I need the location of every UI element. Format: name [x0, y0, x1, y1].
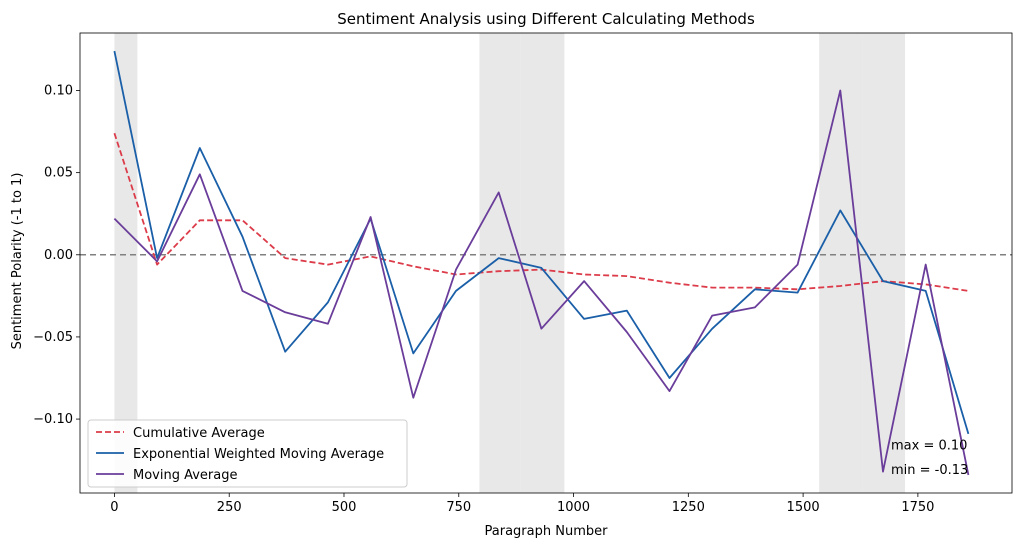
y-tick-label: 0.05 [44, 166, 73, 181]
series-line-2 [113, 89, 970, 476]
shaded-region-2 [520, 33, 565, 493]
x-tick-label: 1250 [672, 500, 705, 515]
chart-title: Sentiment Analysis using Different Calcu… [337, 10, 755, 28]
shaded-region-4 [862, 33, 906, 493]
y-axis-ticks: −0.10 −0.05 0.00 0.05 0.10 [33, 84, 80, 427]
shaded-region-1 [479, 33, 521, 493]
x-axis-ticks: 0 250 500 750 1000 1250 1500 1750 [110, 493, 934, 515]
y-tick-label: 0.10 [44, 84, 73, 99]
y-tick-label: −0.10 [33, 412, 73, 427]
y-tick-label: 0.00 [44, 248, 73, 263]
x-tick-label: 0 [110, 500, 118, 515]
shaded-regions [114, 33, 906, 493]
legend-label-2: Moving Average [133, 468, 237, 483]
annotations: max = 0.10 min = -0.13 [891, 438, 968, 478]
legend-label-0: Cumulative Average [133, 426, 265, 441]
x-tick-label: 500 [332, 500, 357, 515]
x-tick-label: 250 [217, 500, 242, 515]
legend-label-1: Exponential Weighted Moving Average [133, 447, 384, 462]
x-tick-label: 1500 [787, 500, 820, 515]
shaded-region-0 [114, 33, 138, 493]
series-line-1 [113, 50, 970, 435]
legend-box [87, 419, 408, 488]
x-axis-label: Paragraph Number [485, 524, 609, 539]
annotation-1: min = -0.13 [891, 463, 968, 478]
annotation-0: max = 0.10 [891, 438, 967, 453]
series-lines [113, 50, 970, 476]
shaded-region-3 [819, 33, 863, 493]
x-tick-label: 1750 [901, 500, 934, 515]
y-axis-label: Sentiment Polarity (-1 to 1) [10, 173, 25, 350]
x-tick-label: 1000 [557, 500, 590, 515]
series-line-0 [113, 132, 969, 292]
plot-area-frame [79, 32, 1013, 494]
y-tick-label: −0.05 [33, 330, 73, 345]
legend: Cumulative Average Exponential Weighted M… [87, 419, 408, 488]
x-tick-label: 750 [446, 500, 471, 515]
